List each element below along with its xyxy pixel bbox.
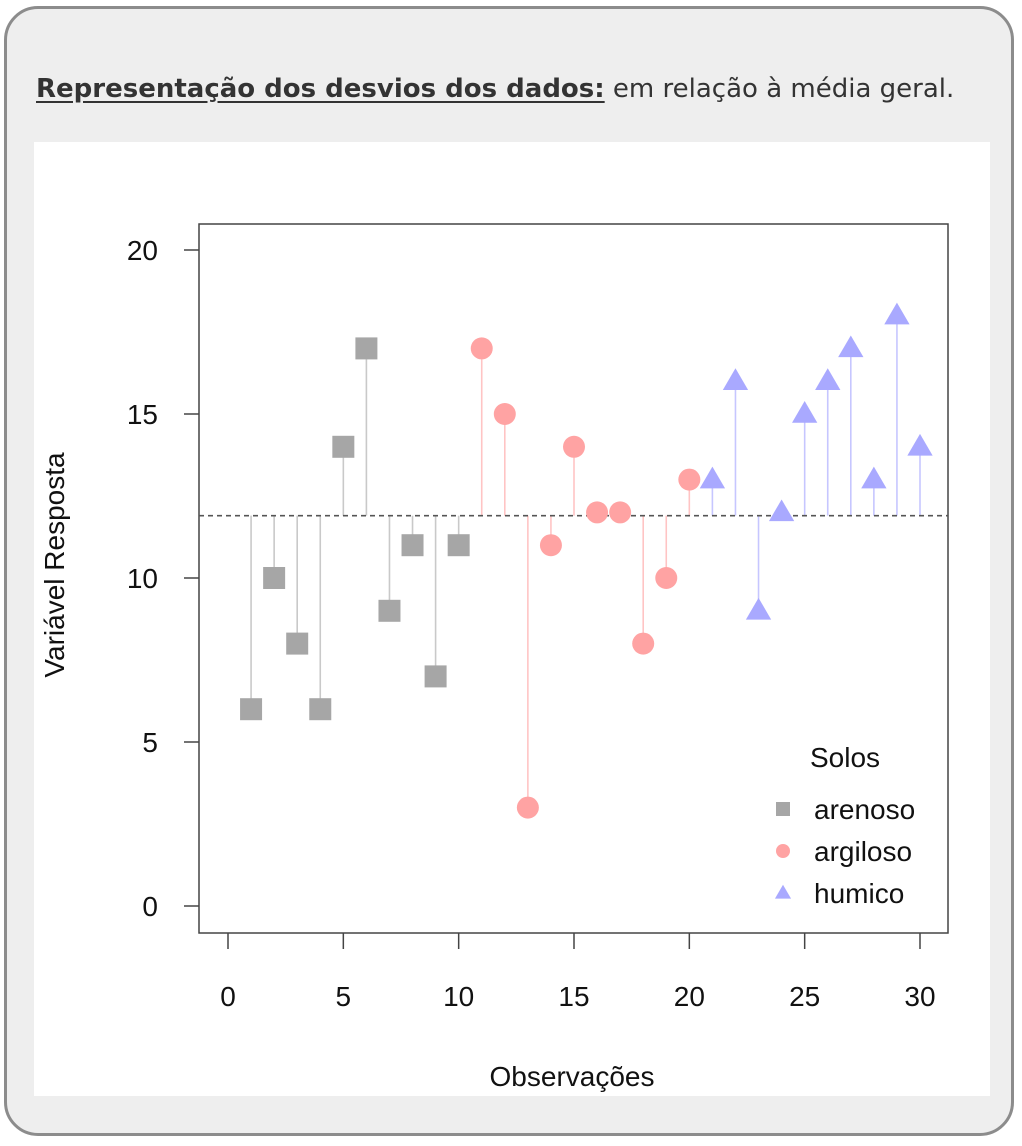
point-arenoso xyxy=(332,435,355,458)
y-axis-label: Variável Resposta xyxy=(39,452,70,678)
point-arenoso xyxy=(424,665,447,688)
point-arenoso xyxy=(240,698,263,721)
y-tick-label: 15 xyxy=(127,399,158,430)
heading-rest: em relação à média geral. xyxy=(604,74,955,104)
x-tick-label: 20 xyxy=(674,981,705,1012)
point-arenoso xyxy=(447,534,470,557)
heading-bold: Representação dos desvios dos dados: xyxy=(36,74,605,104)
plot-frame xyxy=(198,223,949,934)
x-axis-label: Observações xyxy=(490,1061,655,1092)
legend-symbol-argiloso xyxy=(776,844,790,858)
point-humico xyxy=(792,401,818,423)
point-humico xyxy=(699,466,726,489)
y-tick-label: 20 xyxy=(127,235,158,266)
point-arenoso xyxy=(309,698,332,721)
deviation-chart: 0 5 10 15 20 25 30 0 5 10 15 20 Observações Variáv… xyxy=(39,223,949,1092)
point-argiloso xyxy=(493,403,516,425)
point-humico xyxy=(884,302,910,325)
point-argiloso xyxy=(516,796,539,819)
point-argiloso xyxy=(539,534,562,557)
legend-label-arenoso: arenoso xyxy=(814,794,915,825)
legend-label-humico: humico xyxy=(814,878,904,909)
point-humico xyxy=(745,597,772,620)
chart-area: 0 5 10 15 20 25 30 0 5 10 15 20 Observações Variáv… xyxy=(34,142,990,1096)
point-arenoso xyxy=(286,632,309,655)
y-tick-label: 0 xyxy=(142,891,158,922)
x-tick-label: 10 xyxy=(443,981,474,1012)
point-humico xyxy=(861,466,887,489)
x-tick-label: 25 xyxy=(789,981,820,1012)
point-arenoso xyxy=(401,534,424,557)
y-tick-label: 5 xyxy=(142,727,158,758)
x-tick-label: 5 xyxy=(336,981,352,1012)
legend: Solos arenoso argiloso humico xyxy=(774,742,915,909)
point-arenoso xyxy=(355,337,378,360)
point-argiloso xyxy=(609,501,632,524)
point-humico xyxy=(768,499,795,522)
x-tick-label: 30 xyxy=(904,981,935,1012)
y-tick-label: 10 xyxy=(127,563,158,594)
legend-title: Solos xyxy=(810,742,880,773)
point-arenoso xyxy=(378,599,401,622)
point-argiloso xyxy=(678,468,701,491)
point-argiloso xyxy=(632,632,655,655)
y-axis: 0 5 10 15 20 xyxy=(127,235,199,922)
point-argiloso xyxy=(470,337,493,360)
point-humico xyxy=(815,368,841,390)
point-arenoso xyxy=(263,567,286,589)
point-humico xyxy=(907,433,933,456)
point-humico xyxy=(838,335,864,358)
x-tick-label: 15 xyxy=(558,981,589,1012)
heading: Representação dos desvios dos dados: em … xyxy=(36,74,954,104)
x-axis: 0 5 10 15 20 25 30 xyxy=(220,932,936,1012)
point-argiloso xyxy=(655,567,678,589)
point-argiloso xyxy=(563,435,585,458)
legend-symbol-arenoso xyxy=(776,802,790,816)
legend-symbol-humico xyxy=(774,884,792,899)
x-tick-label: 0 xyxy=(220,981,236,1012)
point-humico xyxy=(722,368,749,390)
legend-label-argiloso: argiloso xyxy=(814,836,912,867)
point-argiloso xyxy=(586,501,609,524)
